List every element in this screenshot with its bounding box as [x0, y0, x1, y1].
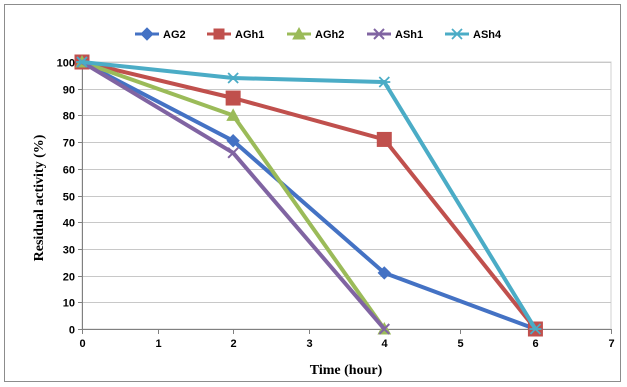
legend: AG2 AGh1 AGh2 ASh1 ASh4: [135, 26, 502, 41]
data-point: [226, 134, 240, 148]
y-tick-label: 30: [63, 245, 75, 257]
x-tick-label: 4: [381, 338, 388, 350]
y-tick-label: 50: [63, 192, 75, 204]
y-tick-label: 70: [63, 138, 75, 150]
legend-item: AG2: [135, 27, 186, 41]
y-tick-label: 20: [63, 272, 75, 284]
legend-marker: [373, 28, 385, 40]
data-point: [377, 266, 391, 280]
series-line: [81, 60, 537, 331]
series-line: [81, 60, 538, 331]
data-point: [225, 90, 241, 106]
data-point: [529, 323, 542, 335]
y-tick-label: 60: [63, 165, 75, 177]
y-tick-label: 90: [63, 85, 75, 97]
legend-label: AG2: [163, 29, 186, 41]
legend-marker: [292, 26, 306, 40]
legend-label: ASh1: [395, 29, 423, 41]
y-tick-label: 10: [63, 298, 75, 310]
y-axis: 0 10 20 30 40 50 60 70 80 90 100: [57, 58, 83, 337]
data-point: [76, 56, 88, 68]
series-line: [81, 60, 537, 331]
x-tick-label: 6: [532, 338, 538, 350]
legend-item: ASh4: [445, 28, 502, 41]
x-tick-label: 2: [230, 338, 236, 350]
x-tick-label: 7: [608, 338, 614, 350]
x-tick-label: 3: [306, 338, 312, 350]
series-layer: [74, 54, 543, 337]
data-point: [376, 131, 392, 147]
x-axis-title: Time (hour): [310, 363, 383, 378]
legend-marker: [140, 27, 154, 41]
y-tick-label: 80: [63, 111, 75, 123]
legend-item: AGh1: [207, 28, 264, 41]
legend-label: ASh4: [473, 29, 502, 41]
y-tick-label: 0: [69, 325, 75, 337]
legend-item: AGh2: [287, 26, 344, 41]
series-ASh4: [76, 56, 542, 335]
data-point: [378, 76, 391, 88]
y-axis-title: Residual activity (%): [32, 134, 47, 261]
legend-item: ASh1: [367, 28, 423, 41]
y-tick-label: 40: [63, 218, 75, 230]
series-AG2: [75, 55, 543, 336]
data-point: [227, 147, 239, 159]
data-point: [227, 72, 240, 84]
y-tick-label: 100: [57, 58, 75, 70]
data-point: [378, 323, 390, 335]
x-tick-label: 0: [79, 338, 85, 350]
legend-label: AGh1: [235, 29, 264, 41]
legend-label: AGh2: [315, 29, 344, 41]
data-point: [226, 108, 240, 121]
x-tick-label: 1: [155, 338, 161, 350]
legend-marker: [213, 28, 225, 40]
legend-marker: [451, 28, 463, 40]
x-tick-label: 5: [457, 338, 463, 350]
